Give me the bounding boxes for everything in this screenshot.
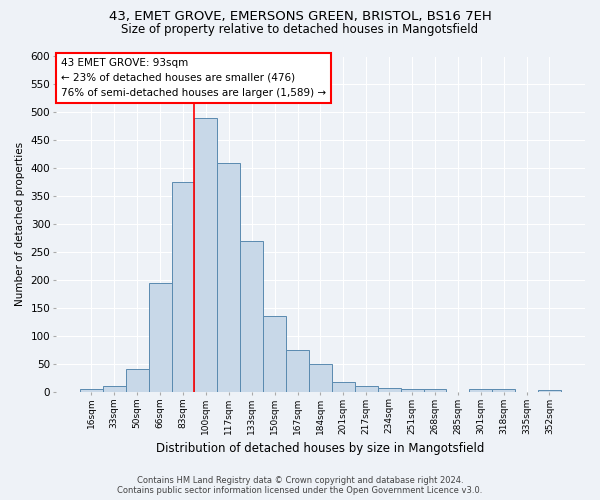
- Bar: [286, 350, 309, 392]
- Bar: [126, 370, 149, 392]
- Bar: [424, 389, 446, 392]
- Text: 43, EMET GROVE, EMERSONS GREEN, BRISTOL, BS16 7EH: 43, EMET GROVE, EMERSONS GREEN, BRISTOL,…: [109, 10, 491, 23]
- Bar: [469, 389, 492, 392]
- Bar: [377, 388, 401, 392]
- Bar: [217, 162, 240, 392]
- Bar: [355, 386, 377, 392]
- Bar: [332, 382, 355, 392]
- Bar: [240, 241, 263, 392]
- X-axis label: Distribution of detached houses by size in Mangotsfield: Distribution of detached houses by size …: [156, 442, 485, 455]
- Bar: [103, 386, 126, 392]
- Text: Size of property relative to detached houses in Mangotsfield: Size of property relative to detached ho…: [121, 22, 479, 36]
- Bar: [538, 390, 561, 392]
- Bar: [194, 118, 217, 392]
- Bar: [80, 389, 103, 392]
- Y-axis label: Number of detached properties: Number of detached properties: [15, 142, 25, 306]
- Bar: [401, 389, 424, 392]
- Bar: [309, 364, 332, 392]
- Bar: [149, 283, 172, 392]
- Text: 43 EMET GROVE: 93sqm
← 23% of detached houses are smaller (476)
76% of semi-deta: 43 EMET GROVE: 93sqm ← 23% of detached h…: [61, 58, 326, 98]
- Bar: [172, 182, 194, 392]
- Bar: [263, 316, 286, 392]
- Text: Contains HM Land Registry data © Crown copyright and database right 2024.
Contai: Contains HM Land Registry data © Crown c…: [118, 476, 482, 495]
- Bar: [492, 389, 515, 392]
